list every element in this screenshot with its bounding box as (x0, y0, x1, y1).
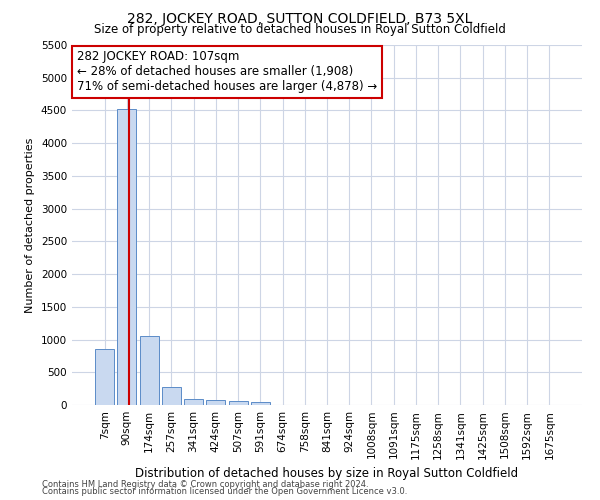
Bar (162, 387, 181, 405)
Bar (118, 109, 136, 405)
Bar (229, 402, 248, 405)
Bar (95, 350, 114, 405)
X-axis label: Distribution of detached houses by size in Royal Sutton Coldfield: Distribution of detached houses by size … (136, 467, 518, 480)
Bar (206, 400, 225, 405)
Text: 282, JOCKEY ROAD, SUTTON COLDFIELD, B73 5XL: 282, JOCKEY ROAD, SUTTON COLDFIELD, B73 … (127, 12, 473, 26)
Bar (140, 336, 158, 405)
Text: Contains HM Land Registry data © Crown copyright and database right 2024.: Contains HM Land Registry data © Crown c… (42, 480, 368, 489)
Text: 282 JOCKEY ROAD: 107sqm
← 28% of detached houses are smaller (1,908)
71% of semi: 282 JOCKEY ROAD: 107sqm ← 28% of detache… (77, 50, 377, 94)
Bar (251, 402, 270, 405)
Text: Size of property relative to detached houses in Royal Sutton Coldfield: Size of property relative to detached ho… (94, 22, 506, 36)
Text: Contains public sector information licensed under the Open Government Licence v3: Contains public sector information licen… (42, 487, 407, 496)
Y-axis label: Number of detached properties: Number of detached properties (25, 138, 35, 312)
Bar (184, 399, 203, 405)
